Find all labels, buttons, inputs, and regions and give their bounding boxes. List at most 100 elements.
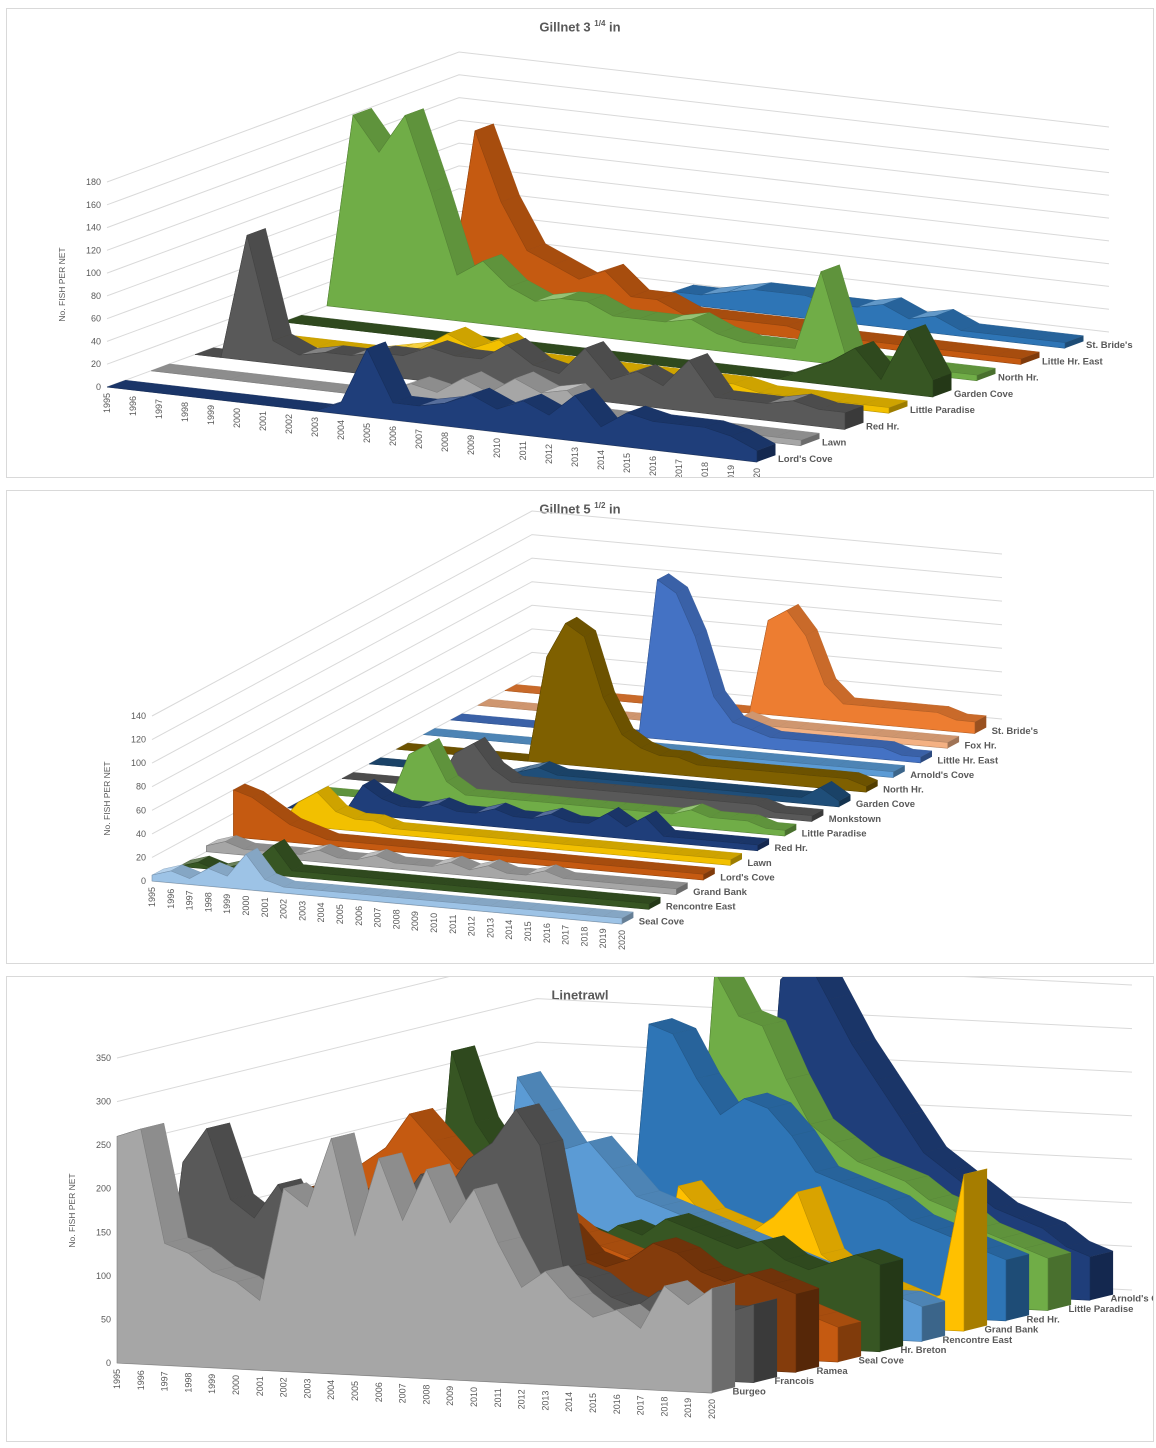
area-end-face [964, 1168, 988, 1332]
gridline [151, 557, 1003, 764]
x-tick-label: 2001 [255, 1376, 265, 1396]
series-label: Ramea [817, 1366, 849, 1377]
y-tick-label: 0 [106, 1358, 111, 1368]
gridline [106, 142, 1110, 274]
gridline [151, 628, 1003, 835]
area-end-face [977, 368, 996, 381]
area-end-face [703, 868, 715, 881]
x-tick-label: 2008 [440, 432, 450, 452]
x-tick-label: 2019 [683, 1398, 693, 1418]
x-tick-label: 2007 [373, 908, 383, 928]
chart-title: Gillnet 3 1/4 in [539, 19, 621, 35]
y-tick-label: 150 [96, 1227, 111, 1237]
y-tick-label: 200 [96, 1184, 111, 1194]
y-tick-label: 350 [96, 1053, 111, 1063]
area-end-face [1006, 1254, 1030, 1321]
series-label: Arnold's Cove [910, 770, 974, 781]
x-tick-label: 2004 [316, 903, 326, 923]
series-label: Fox Hr. [965, 741, 997, 752]
x-tick-label: 2015 [523, 921, 533, 941]
x-tick-labels: 1995 1996 1997 1998 1999 2000 2001 2002 2003 2004… [147, 887, 627, 950]
x-tick-label: 2013 [570, 447, 580, 467]
area-end-face [922, 1301, 946, 1342]
x-tick-label: 2009 [466, 435, 476, 455]
series-label: Arnold's Cove [1111, 1294, 1154, 1305]
x-tick-label: 2004 [326, 1380, 336, 1400]
y-tick-label: 100 [86, 268, 101, 278]
area-end-face [754, 1298, 778, 1383]
area-end-face [1021, 352, 1040, 365]
x-tick-label: 1996 [136, 1370, 146, 1390]
chart-panel-linetrawl: Linetrawl 0 50 100 150 200 250 300 350 No. FISH … [6, 976, 1154, 1442]
series-label: Red Hr. [1027, 1314, 1060, 1325]
chart-panel-gillnet-5-1-2: Gillnet 5 1/2 in 0 20 40 60 80 100 120 140 No. F… [6, 490, 1154, 964]
area-end-face [676, 882, 688, 895]
area-end-face [839, 794, 851, 807]
x-tick-label: 2006 [374, 1382, 384, 1402]
gridline [151, 510, 1003, 717]
x-tick-label: 2015 [588, 1393, 598, 1413]
series-label: Rencontre East [666, 902, 737, 913]
series-burgeo: Burgeo [116, 1122, 766, 1397]
gridline [106, 210, 1110, 342]
series-label: Hr. Breton [901, 1345, 947, 1356]
y-tick-label: 100 [131, 758, 146, 768]
area-end-face [784, 824, 797, 837]
gridline [116, 998, 1133, 1103]
series-label: Lawn [747, 858, 771, 869]
gridline [106, 97, 1110, 229]
x-tick-label: 2002 [279, 1377, 289, 1397]
x-tick-label: 2000 [232, 408, 242, 428]
x-tick-label: 2020 [707, 1399, 717, 1419]
x-tick-label: 1995 [147, 887, 157, 907]
gridline [106, 119, 1110, 251]
area-end-face [920, 750, 932, 763]
area-front-face [179, 845, 650, 910]
x-tick-label: 2019 [726, 465, 736, 477]
x-tick-label: 2017 [636, 1395, 646, 1415]
y-tick-label: 180 [86, 177, 101, 187]
area-end-face [712, 1282, 736, 1393]
x-tick-label: 2002 [284, 414, 294, 434]
series-label: St. Bride's [992, 726, 1039, 737]
y-tick-label: 160 [86, 200, 101, 210]
series-label: Little Paradise [1069, 1304, 1134, 1315]
series-red-hr: Red Hr. [287, 778, 808, 854]
x-tick-label: 1998 [203, 892, 213, 912]
x-tick-label: 2011 [493, 1388, 503, 1407]
x-tick-label: 1999 [206, 405, 216, 425]
x-tick-label: 2018 [659, 1397, 669, 1417]
y-axis-label: No. FISH PER NET [67, 1173, 77, 1247]
x-tick-label: 2015 [622, 453, 632, 473]
series-label: Seal Cove [859, 1356, 904, 1367]
x-tick-label: 1995 [102, 393, 112, 413]
area-front-face [116, 1128, 713, 1394]
x-tick-label: 2000 [231, 1375, 241, 1395]
series-label: Garden Cove [954, 389, 1013, 400]
x-tick-label: 2014 [596, 450, 606, 470]
x-tick-label: 2003 [302, 1379, 312, 1399]
x-tick-label: 1997 [160, 1371, 170, 1391]
y-tick-label: 80 [91, 291, 101, 301]
x-tick-label: 2008 [391, 909, 401, 929]
gridline [151, 534, 1003, 741]
series-label: North Hr. [998, 373, 1039, 384]
x-tick-label: 2018 [700, 462, 710, 477]
x-tick-label: 1998 [180, 402, 190, 422]
x-tick-label: 2014 [564, 1392, 574, 1412]
y-tick-label: 60 [136, 805, 146, 815]
x-tick-label: 2011 [518, 441, 528, 460]
chart-plot: 0 50 100 150 200 250 300 350 No. FISH PER NET Arn… [67, 977, 1154, 1419]
gridline [151, 651, 1003, 858]
area-end-face [845, 405, 864, 430]
area-end-face [893, 765, 905, 778]
series-grand-bank: Grand Bank [206, 835, 748, 898]
x-tick-label: 2012 [467, 916, 477, 936]
x-tick-label: 2017 [674, 459, 684, 477]
area-end-face [757, 443, 776, 462]
y-tick-labels: 0 20 40 60 80 100 120 140 160 180 [86, 177, 101, 392]
y-tick-labels: 0 20 40 60 80 100 120 140 [131, 711, 146, 886]
area-end-face [889, 400, 908, 414]
gridline [106, 74, 1110, 206]
